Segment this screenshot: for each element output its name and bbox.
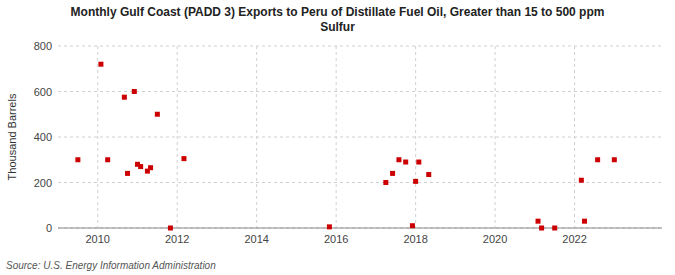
point [552,226,557,231]
point [138,164,143,169]
point [539,226,544,231]
grid-line-y [58,46,662,47]
y-axis-label: Thousand Barrels [6,93,18,180]
x-tick-label: 2012 [165,233,189,245]
point [390,171,395,176]
grid-line-x [336,46,337,228]
point [595,157,600,162]
y-tick-label: 0 [46,222,52,234]
point [168,226,173,231]
point [396,157,401,162]
grid-line-y [58,228,662,229]
grid-line-x [495,46,496,228]
subtitle: Sulfur [320,20,355,34]
x-axis-line [58,228,662,229]
y-tick-label: 400 [34,131,52,143]
x-tick-label: 2014 [244,233,268,245]
point [98,62,103,67]
point [410,223,415,228]
point [413,179,418,184]
point [383,180,388,185]
point [579,178,584,183]
grid-line-x [415,46,416,228]
point [426,172,431,177]
point [536,219,541,224]
title: Monthly Gulf Coast (PADD 3) Exports to P… [71,5,605,19]
source-note: Source: U.S. Energy Information Administ… [6,260,216,271]
point [105,157,110,162]
point [122,95,127,100]
point [403,160,408,165]
x-tick-label: 2010 [85,233,109,245]
chart: Monthly Gulf Coast (PADD 3) Exports to P… [0,0,675,275]
grid [58,46,662,228]
grid-line-x [97,46,98,228]
x-tick-label: 2020 [483,233,507,245]
point [612,157,617,162]
grid-line-x [574,46,575,228]
x-tick-label: 2022 [562,233,586,245]
point [416,160,421,165]
points [75,62,616,231]
point [582,219,587,224]
x-tick-label: 2018 [403,233,427,245]
point [75,157,80,162]
grid-line-y [58,91,662,92]
chart-container: Monthly Gulf Coast (PADD 3) Exports to P… [0,0,675,275]
grid-line-y [58,182,662,183]
y-tick-label: 800 [34,40,52,52]
y-tick-label: 200 [34,177,52,189]
point [132,89,137,94]
point [327,224,332,229]
grid-line-x [177,46,178,228]
y-tick-label: 600 [34,86,52,98]
grid-line-y [58,137,662,138]
x-tick-label: 2016 [324,233,348,245]
point [155,112,160,117]
point [125,171,130,176]
grid-line-x [256,46,257,228]
point [148,165,153,170]
point [181,156,186,161]
